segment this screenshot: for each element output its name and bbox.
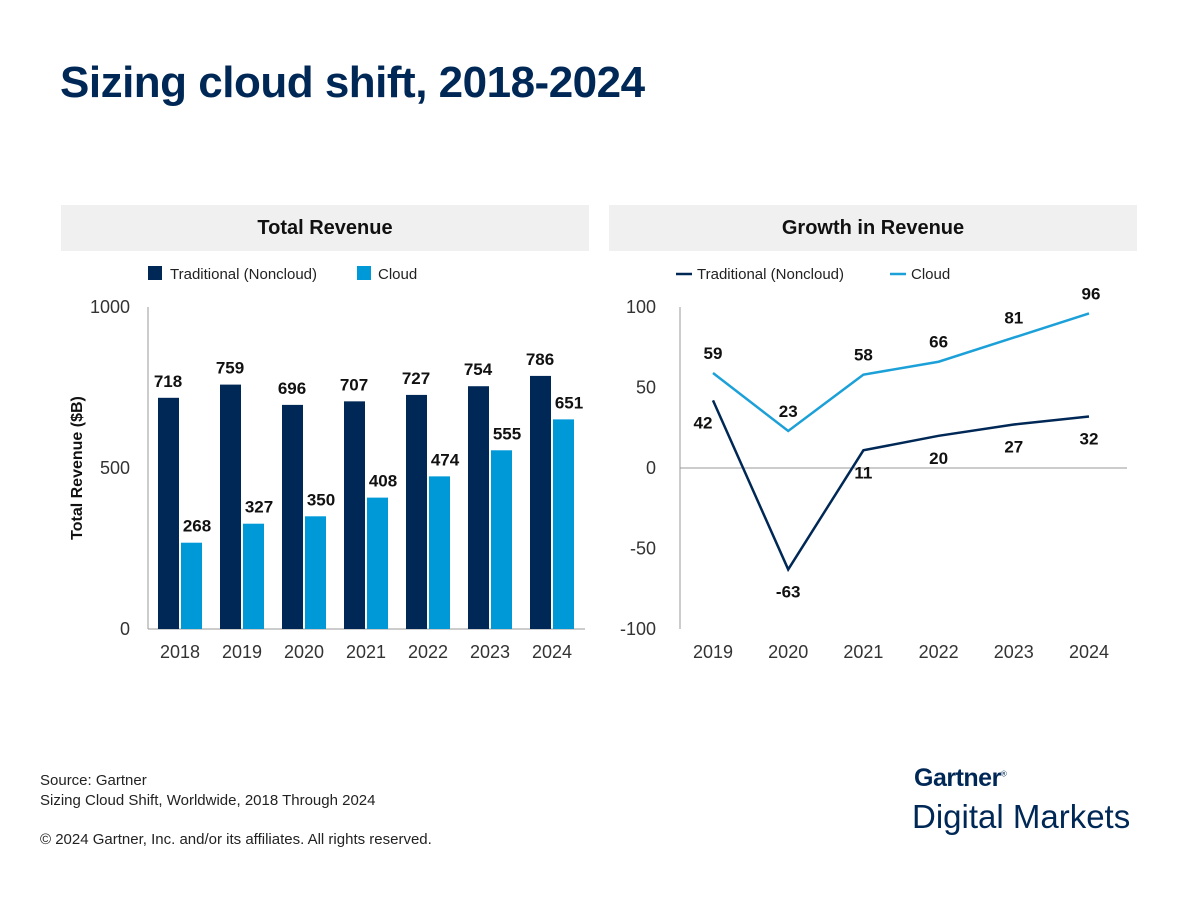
x-tick-label: 2021 — [843, 642, 883, 662]
y-tick-label: 0 — [120, 619, 130, 639]
x-tick-label: 2020 — [768, 642, 808, 662]
data-label-cloud: 59 — [704, 344, 723, 363]
y-tick-label: 50 — [636, 378, 656, 398]
logo-product: Digital Markets — [912, 798, 1131, 835]
x-tick-label: 2018 — [160, 642, 200, 662]
data-label-cloud: 23 — [779, 402, 798, 421]
data-label-traditional: 727 — [402, 369, 430, 388]
y-tick-label: 500 — [100, 458, 130, 478]
bar-traditional — [282, 404, 303, 629]
legend-swatch-cloud — [357, 266, 371, 280]
data-label-traditional: 754 — [464, 360, 493, 379]
line-traditional — [711, 399, 1090, 573]
data-label-traditional: 32 — [1080, 429, 1099, 448]
page-title: Sizing cloud shift, 2018-2024 — [60, 58, 645, 107]
legend-label-traditional: Traditional (Noncloud) — [697, 266, 844, 283]
y-tick-label: -100 — [620, 619, 656, 639]
bar-cloud — [367, 497, 388, 629]
data-label-traditional: 718 — [154, 372, 182, 391]
data-label-traditional: 696 — [278, 379, 306, 398]
data-label-cloud: 408 — [369, 472, 397, 491]
x-tick-label: 2024 — [1069, 642, 1109, 662]
x-tick-label: 2022 — [919, 642, 959, 662]
data-label-cloud: 651 — [555, 393, 583, 412]
data-label-cloud: 81 — [1004, 309, 1023, 328]
data-label-traditional: 20 — [929, 449, 948, 468]
x-tick-label: 2024 — [532, 642, 572, 662]
y-tick-label: 1000 — [90, 297, 130, 317]
y-tick-label: 0 — [646, 458, 656, 478]
legend-swatch-traditional — [148, 266, 162, 280]
bar-cloud — [305, 516, 326, 629]
source-text: Source: Gartner — [40, 772, 147, 789]
data-label-cloud: 96 — [1082, 284, 1101, 303]
bar-traditional — [530, 375, 551, 629]
bar-cloud — [553, 419, 574, 629]
report-text: Sizing Cloud Shift, Worldwide, 2018 Thro… — [40, 792, 376, 809]
bar-traditional — [158, 397, 179, 629]
data-label-traditional: 707 — [340, 375, 368, 394]
bar-chart-title: Total Revenue — [61, 205, 589, 251]
data-label-cloud: 555 — [493, 424, 521, 443]
bar-cloud — [243, 523, 264, 629]
data-label-cloud: 66 — [929, 333, 948, 352]
line-cloud — [712, 312, 1090, 433]
data-label-traditional: 11 — [854, 463, 872, 482]
y-axis-label: Total Revenue ($B) — [69, 396, 86, 540]
logo-brand: Gartner — [914, 764, 1001, 792]
x-tick-label: 2023 — [994, 642, 1034, 662]
gartner-logo: Gartner® — [914, 764, 1007, 792]
data-label-traditional: 759 — [216, 359, 244, 378]
x-tick-label: 2019 — [222, 642, 262, 662]
bar-cloud — [429, 476, 450, 629]
x-tick-label: 2021 — [346, 642, 386, 662]
bar-traditional — [406, 394, 427, 629]
x-tick-label: 2022 — [408, 642, 448, 662]
data-label-cloud: 350 — [307, 490, 335, 509]
bar-traditional — [468, 386, 489, 629]
data-label-traditional: -63 — [776, 582, 801, 601]
data-label-cloud: 268 — [183, 517, 211, 536]
data-label-cloud: 474 — [431, 450, 460, 469]
bar-traditional — [220, 384, 241, 629]
x-tick-label: 2023 — [470, 642, 510, 662]
bar-cloud — [491, 450, 512, 629]
bar-cloud — [181, 542, 202, 629]
line-chart-title: Growth in Revenue — [609, 205, 1137, 251]
data-label-traditional: 42 — [694, 413, 713, 432]
data-label-traditional: 27 — [1004, 438, 1023, 457]
y-tick-label: 100 — [626, 297, 656, 317]
y-tick-label: -50 — [630, 539, 656, 559]
data-label-cloud: 327 — [245, 498, 273, 517]
legend-label-traditional: Traditional (Noncloud) — [170, 266, 317, 283]
legend-label-cloud: Cloud — [378, 266, 417, 283]
bar-traditional — [344, 401, 365, 629]
x-tick-label: 2019 — [693, 642, 733, 662]
copyright-text: © 2024 Gartner, Inc. and/or its affiliat… — [40, 831, 432, 848]
legend-label-cloud: Cloud — [911, 266, 950, 283]
data-label-traditional: 786 — [526, 350, 554, 369]
data-label-cloud: 58 — [854, 346, 873, 365]
x-tick-label: 2020 — [284, 642, 324, 662]
